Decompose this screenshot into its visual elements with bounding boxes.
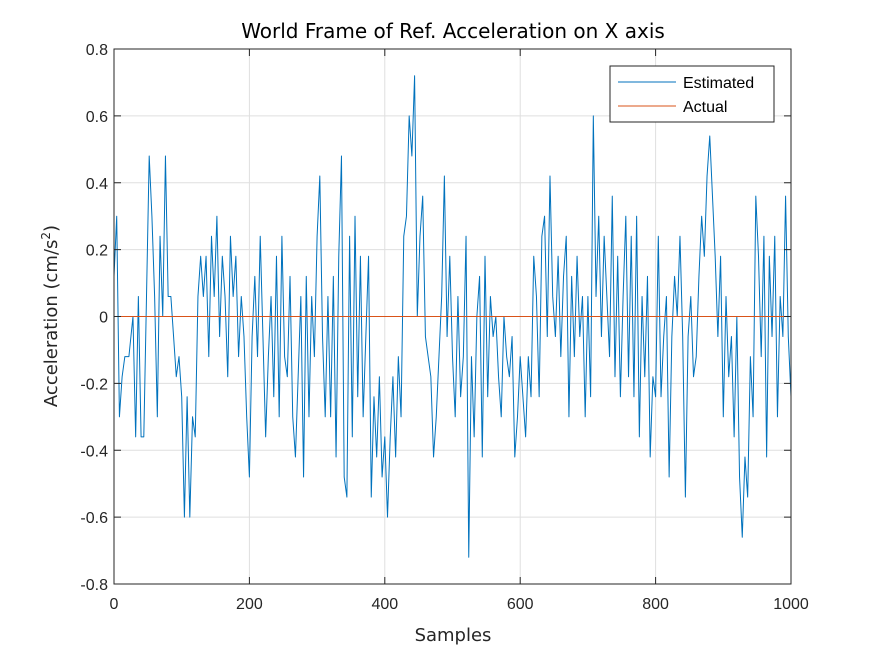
y-axis-label-superscript: 2 xyxy=(39,232,53,240)
y-tick-label: 0.6 xyxy=(86,109,108,126)
x-tick-label: 600 xyxy=(507,596,534,613)
chart-title: World Frame of Ref. Acceleration on X ax… xyxy=(241,19,665,43)
legend-box xyxy=(609,65,775,123)
x-axis-label: Samples xyxy=(415,625,492,646)
legend: Estimated Actual xyxy=(609,65,775,123)
x-tick-label: 800 xyxy=(642,596,669,613)
y-tick-label: -0.4 xyxy=(80,443,108,460)
legend-label-actual: Actual xyxy=(683,99,727,116)
x-tick-label: 0 xyxy=(110,596,119,613)
y-tick-labels: -0.8 -0.6 -0.4 -0.2 0 0.2 0.4 0.6 0.8 xyxy=(80,42,108,594)
legend-label-estimated: Estimated xyxy=(683,75,754,92)
series-line-estimated xyxy=(113,75,792,558)
y-tick-label: -0.6 xyxy=(80,510,108,527)
y-tick-label: -0.8 xyxy=(80,577,108,594)
x-tick-label: 1000 xyxy=(773,596,809,613)
y-axis-label: Acceleration (cm/s2) xyxy=(39,225,62,407)
series-layer xyxy=(113,75,792,558)
x-tick-label: 200 xyxy=(236,596,263,613)
x-tick-labels: 0 200 400 600 800 1000 xyxy=(110,596,809,613)
y-tick-label: 0.8 xyxy=(86,42,108,59)
y-axis-label-close: ) xyxy=(41,225,62,232)
y-tick-label: 0.4 xyxy=(86,176,108,193)
tick-marks xyxy=(113,48,792,585)
y-axis-label-main: Acceleration (cm/s xyxy=(41,240,62,407)
x-tick-label: 400 xyxy=(371,596,398,613)
y-tick-label: 0.2 xyxy=(86,243,108,260)
y-tick-label: -0.2 xyxy=(80,376,108,393)
y-tick-label: 0 xyxy=(99,310,108,327)
